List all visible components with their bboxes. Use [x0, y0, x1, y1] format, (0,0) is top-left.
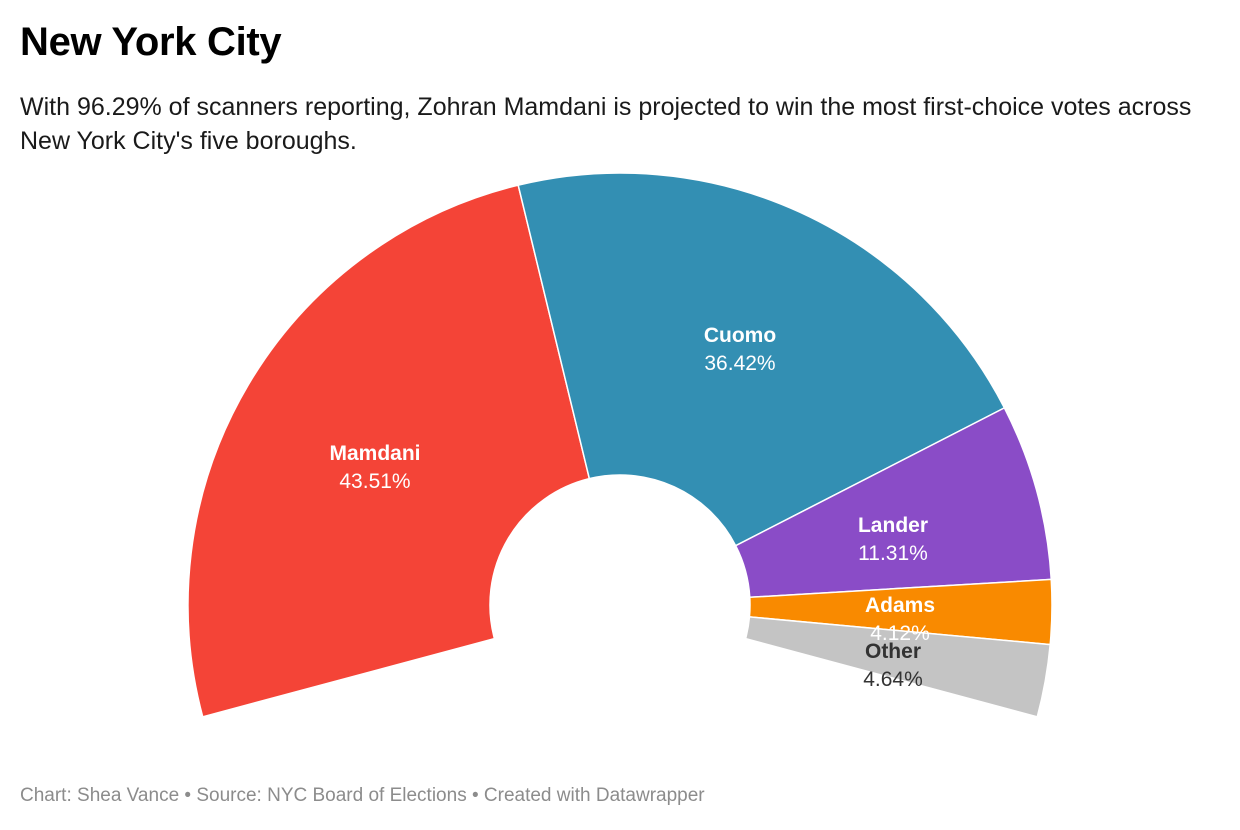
label-value-other: 4.64%: [863, 668, 923, 691]
slice-lander: [734, 406, 1053, 599]
label-value-adams: 4.12%: [870, 622, 930, 645]
slices-group: [187, 172, 1053, 718]
chart-footer: Chart: Shea Vance • Source: NYC Board of…: [20, 785, 705, 806]
label-value-cuomo: 36.42%: [704, 352, 775, 375]
labels-group: Mamdani 43.51% Cuomo 36.42% Lander 11.31% Adam…: [329, 324, 935, 691]
slice-other: [744, 616, 1051, 718]
label-value-mamdani: 43.51%: [339, 470, 410, 493]
chart-title: New York City: [20, 20, 282, 64]
chart-subtitle: With 96.29% of scanners reporting, Zohra…: [20, 93, 1192, 155]
label-name-lander: Lander: [858, 514, 928, 537]
label-value-lander: 11.31%: [858, 542, 928, 565]
slice-cuomo: [517, 172, 1006, 547]
label-name-adams: Adams: [865, 594, 935, 617]
label-name-other: Other: [865, 640, 921, 663]
label-name-cuomo: Cuomo: [704, 324, 776, 347]
label-name-mamdani: Mamdani: [329, 442, 420, 465]
slice-mamdani: [187, 184, 591, 718]
